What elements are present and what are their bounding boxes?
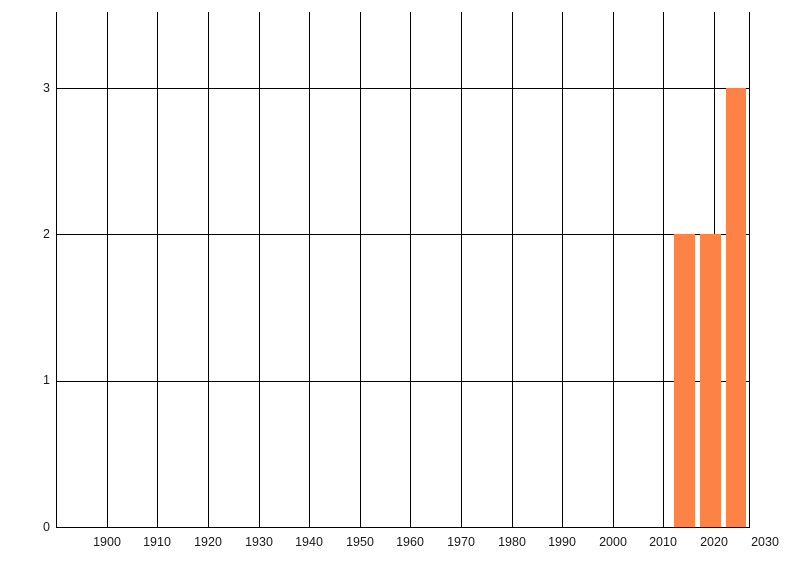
x-tick-label-1900: 1900: [93, 535, 121, 549]
gridline-vertical-1990: [562, 12, 563, 527]
x-tick-label-2030: 2030: [751, 535, 779, 549]
bar-2023[interactable]: [725, 88, 747, 527]
gridline-vertical-1970: [461, 12, 462, 527]
x-tick-label-1920: 1920: [194, 535, 222, 549]
x-tick-label-1980: 1980: [498, 535, 526, 549]
gridline-vertical-1910: [157, 12, 158, 527]
gridline-horizontal-1: [56, 380, 749, 382]
x-tick-label-2000: 2000: [599, 535, 627, 549]
gridline-vertical-2000: [613, 12, 614, 527]
x-tick-label-1950: 1950: [346, 535, 374, 549]
gridline-horizontal-2: [56, 234, 749, 236]
x-tick-label-1970: 1970: [447, 535, 475, 549]
x-tick-label-2020: 2020: [700, 535, 728, 549]
x-tick-label-1940: 1940: [295, 535, 323, 549]
x-tick-label-1930: 1930: [245, 535, 273, 549]
bar-2018[interactable]: [699, 234, 722, 527]
y-tick-label-1: 1: [43, 372, 50, 387]
y-tick-label-2: 2: [43, 226, 50, 241]
y-tick-label-3: 3: [43, 80, 50, 95]
gridline-vertical-1890: [56, 12, 57, 527]
bar-2013[interactable]: [673, 234, 696, 527]
plot-area: [56, 12, 750, 527]
x-tick-label-1990: 1990: [548, 535, 576, 549]
x-tick-label-1910: 1910: [143, 535, 171, 549]
gridline-vertical-1950: [360, 12, 361, 527]
y-tick-label-0: 0: [43, 519, 50, 534]
gridline-vertical-1930: [259, 12, 260, 527]
gridline-vertical-1960: [410, 12, 411, 527]
gridline-horizontal-3: [56, 88, 749, 90]
x-tick-label-1960: 1960: [396, 535, 424, 549]
x-axis-line: [56, 527, 750, 528]
gridline-vertical-2027: [749, 12, 750, 527]
gridline-vertical-2010: [663, 12, 664, 527]
gridline-vertical-1920: [208, 12, 209, 527]
gridline-vertical-1940: [309, 12, 310, 527]
gridline-vertical-1980: [512, 12, 513, 527]
x-tick-label-2010: 2010: [649, 535, 677, 549]
y-axis-tick-labels: 0 1 2 3: [0, 0, 50, 576]
gridline-vertical-1900: [107, 12, 108, 527]
